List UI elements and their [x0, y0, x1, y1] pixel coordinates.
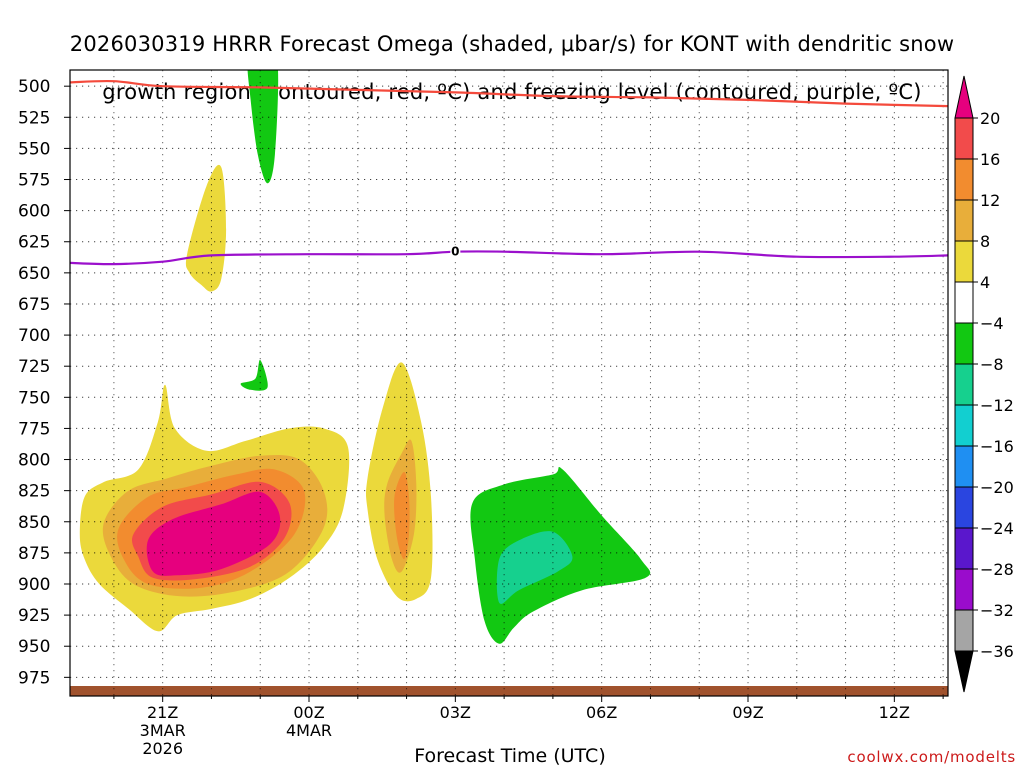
colorbar-tick-label: −24: [980, 519, 1014, 538]
colorbar-swatch: [954, 486, 974, 529]
colorbar-swatch: [954, 527, 974, 570]
y-tick-label: 950: [18, 637, 50, 657]
colorbar-tick-label: 20: [980, 109, 1000, 128]
colorbar-swatch: [954, 322, 974, 365]
colorbar-tick-label: −8: [980, 355, 1004, 374]
y-tick-label: 800: [18, 451, 50, 471]
ground-terrain: [70, 686, 948, 696]
x-tick-label-date: 4MAR: [286, 721, 332, 740]
colorbar-tick-label: −12: [980, 396, 1014, 415]
colorbar-tick-label: −32: [980, 601, 1014, 620]
colorbar-bottom-triangle: [954, 650, 974, 693]
y-tick-label: 925: [18, 606, 50, 626]
y-tick-label: 975: [18, 668, 50, 688]
credit-text: coolwx.com/modelts: [847, 748, 1016, 766]
y-axis: 500 525 550 575 600 625 650 675 700 725 750 775 800 8…: [18, 77, 70, 688]
contour-labels: 0: [450, 244, 461, 259]
colorbar-swatch: [954, 445, 974, 488]
x-tick-label: 06Z: [586, 703, 617, 722]
omega-region-12: [496, 531, 573, 604]
x-tick-label: 03Z: [440, 703, 471, 722]
x-tick-label: 00Z: [293, 703, 324, 722]
colorbar-swatch: [954, 609, 974, 652]
colorbar-swatch: [954, 568, 974, 611]
chart-title: 2026030319 HRRR Forecast Omega (shaded, …: [0, 8, 1024, 104]
dendritic-growth-contour: [70, 79, 948, 108]
y-tick-label: 550: [18, 139, 50, 159]
y-tick-label: 750: [18, 388, 50, 408]
colorbar: 20 16 12 8 4 −4 −8 −12 −16 −20 −24 −28 −32 −36: [954, 75, 1014, 693]
y-tick-label: 675: [18, 295, 50, 315]
colorbar-swatch: [954, 281, 974, 324]
x-axis-label: Forecast Time (UTC): [414, 745, 606, 767]
colorbar-swatch: [954, 404, 974, 447]
y-tick-label: 725: [18, 357, 50, 377]
y-tick-label: 825: [18, 482, 50, 502]
y-tick-label: 625: [18, 233, 50, 253]
freezing-label-bg: [450, 244, 461, 258]
colorbar-tick-label: −20: [980, 478, 1014, 497]
chart-title-line1: 2026030319 HRRR Forecast Omega (shaded, …: [69, 32, 955, 56]
y-tick-label: 775: [18, 419, 50, 439]
colorbar-tick-label: −36: [980, 642, 1014, 661]
y-tick-label: 700: [18, 326, 50, 346]
x-tick-label: 12Z: [879, 703, 910, 722]
x-tick-label: 21Z: [147, 703, 178, 722]
colorbar-top-triangle: [954, 75, 974, 119]
y-tick-label: 600: [18, 202, 50, 222]
y-tick-label: 875: [18, 544, 50, 564]
colorbar-tick-label: −4: [980, 314, 1004, 333]
plot-frame: [69, 69, 949, 697]
y-tick-label: 575: [18, 171, 50, 191]
colorbar-swatch: [954, 199, 974, 242]
colorbar-tick-label: −16: [980, 437, 1014, 456]
y-tick-label: 525: [18, 108, 50, 128]
colorbar-swatch: [954, 117, 974, 160]
omega-region-10: [240, 359, 268, 391]
y-tick-label: 900: [18, 575, 50, 595]
freezing-level-contour: [70, 250, 948, 266]
colorbar-tick-label: 8: [980, 232, 990, 251]
y-tick-label: 500: [18, 77, 50, 97]
y-tick-label: 650: [18, 264, 50, 284]
freezing-level-label: 0: [451, 245, 459, 259]
omega-region-9: [247, 70, 279, 184]
colorbar-swatch: [954, 158, 974, 201]
omega-region-8: [394, 472, 410, 560]
colorbar-swatch: [954, 240, 974, 283]
colorbar-swatch: [954, 363, 974, 406]
y-tick-label: 850: [18, 513, 50, 533]
colorbar-tick-label: 12: [980, 191, 1000, 210]
colorbar-tick-label: 16: [980, 150, 1000, 169]
omega-region-4: [146, 491, 281, 576]
grid: [70, 70, 948, 696]
colorbar-tick-label: 4: [980, 273, 990, 292]
omega-region-5: [185, 164, 227, 292]
contour-lines: [70, 79, 948, 266]
colorbar-tick-label: −28: [980, 560, 1014, 579]
x-tick-label-year: 2026: [142, 739, 183, 758]
x-tick-label: 09Z: [732, 703, 763, 722]
omega-shading: [79, 70, 651, 644]
x-tick-label-date: 3MAR: [140, 721, 186, 740]
